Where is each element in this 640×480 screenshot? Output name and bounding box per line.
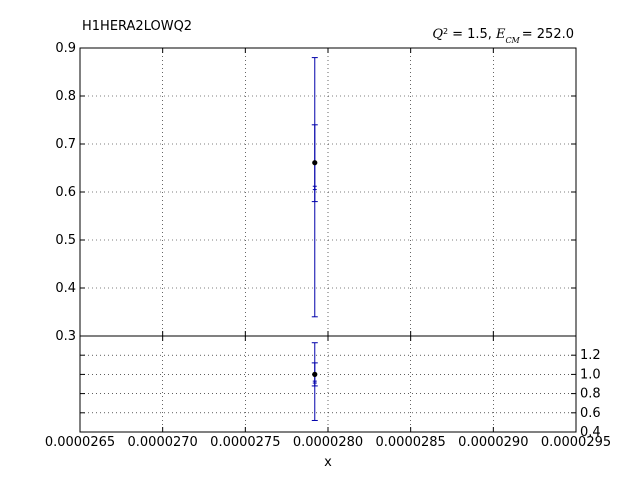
ratio-points	[311, 342, 318, 421]
x-tick-label: 0.0000295	[541, 435, 611, 450]
ratio-data-point-0	[312, 371, 318, 377]
main-ytick-label: 0.6	[55, 185, 76, 200]
main-ytick-label: 0.5	[55, 233, 76, 248]
chart-subtitle: Q2 = 1.5, ECM = 252.0	[432, 27, 574, 45]
q2-exponent: 2	[443, 27, 448, 36]
main-ytick-label: 0.3	[55, 329, 76, 344]
x-tick-label: 0.0000265	[45, 435, 115, 450]
q2-value: = 1.5,	[452, 27, 492, 42]
ratio-ytick-label: 1.0	[580, 367, 601, 382]
main-ytick-label: 0.8	[55, 89, 76, 104]
main-ytick-label: 0.9	[55, 41, 76, 56]
x-tick-label: 0.0000285	[376, 435, 446, 450]
q2-symbol: Q	[432, 27, 443, 42]
ratio-ytick-label: 0.4	[580, 425, 601, 440]
main-points	[311, 57, 318, 318]
main-panel: 0.3 0.4 0.5 0.6 0.7 0.8 0.9 H1HERA2LOWQ2 Q2 = 1…	[55, 19, 577, 344]
x-tick-label: 0.0000270	[128, 435, 198, 450]
ratio-panel: 0.40.60.81.01.2 0.0000265 0.0000270 0.0000…	[45, 335, 611, 470]
ratio-ytick-label: 0.8	[580, 387, 601, 402]
main-y-ticks: 0.3 0.4 0.5 0.6 0.7 0.8 0.9	[55, 41, 577, 344]
ecm-subscript: CM	[505, 36, 520, 45]
x-axis-label: x	[324, 455, 332, 470]
ecm-symbol: E	[495, 27, 506, 42]
x-ticks: 0.0000265 0.0000270 0.0000275 0.0000280 0.00…	[45, 435, 611, 450]
ratio-y-ticks: 0.4 0.6 0.8 1.0 1.2	[79, 336, 601, 440]
ecm-value: = 252.0	[522, 27, 574, 42]
main-ytick-label: 0.4	[55, 281, 76, 296]
ratio-grid	[79, 336, 577, 433]
x-tick-label: 0.0000290	[458, 435, 528, 450]
main-ytick-label: 0.7	[55, 137, 76, 152]
x-tick-label: 0.0000275	[210, 435, 280, 450]
main-grid	[79, 47, 577, 337]
ratio-ytick-label: 1.2	[580, 348, 601, 363]
main-data-point-0	[312, 160, 318, 166]
x-tick-label: 0.0000280	[293, 435, 363, 450]
ratio-ytick-label: 0.6	[580, 406, 601, 421]
chart-title: H1HERA2LOWQ2	[82, 19, 192, 34]
